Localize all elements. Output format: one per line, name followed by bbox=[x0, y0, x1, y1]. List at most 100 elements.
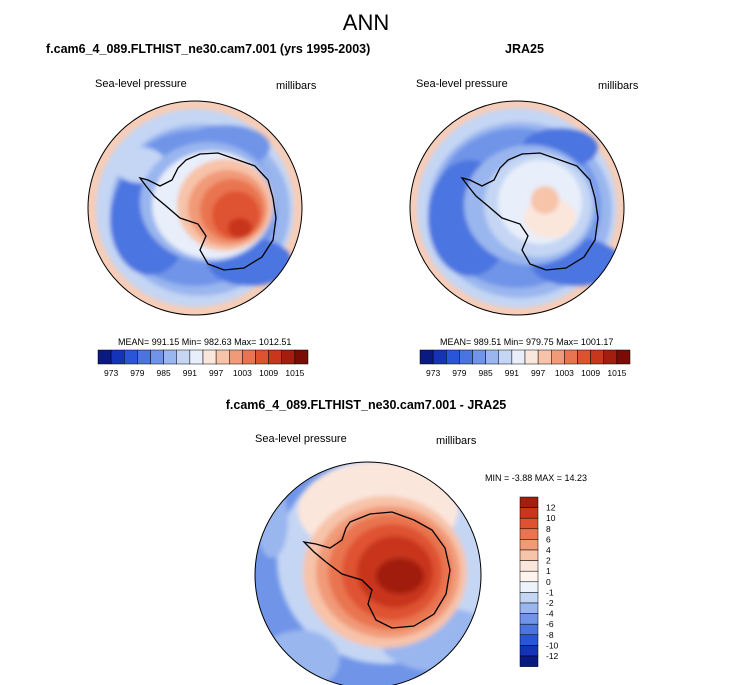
colorbar2-swatch-15 bbox=[616, 349, 631, 365]
panel1-units-label: millibars bbox=[276, 80, 317, 92]
panel2-units-label: millibars bbox=[598, 80, 639, 92]
colorbar3-swatch-8 bbox=[519, 581, 539, 593]
colorbar2-tick-label: 997 bbox=[531, 368, 545, 378]
colorbar3-tick-label: 10 bbox=[546, 513, 556, 523]
colorbar2-swatch-0 bbox=[419, 349, 434, 365]
colorbar2-swatch-12 bbox=[577, 349, 591, 365]
colorbar1-tick-label: 979 bbox=[130, 368, 144, 378]
colorbar3-swatch-6 bbox=[519, 560, 539, 572]
colorbar3-tick-label: -4 bbox=[546, 609, 554, 619]
colorbar3-tick-label: -12 bbox=[546, 651, 559, 661]
panel3-variable-label: Sea-level pressure bbox=[255, 433, 347, 445]
colorbar2-tick-label: 991 bbox=[505, 368, 519, 378]
colorbar2-swatch-13 bbox=[590, 349, 604, 365]
colorbar3-tick-label: 2 bbox=[546, 556, 551, 566]
colorbar2-swatch-2 bbox=[446, 349, 460, 365]
colorbar2-swatch-10 bbox=[551, 349, 565, 365]
colorbar1-tick-label: 985 bbox=[157, 368, 171, 378]
colorbar1-tick-label: 1009 bbox=[259, 368, 278, 378]
colorbar1-tick-label: 991 bbox=[183, 368, 197, 378]
colorbar3-swatch-10 bbox=[519, 602, 539, 614]
colorbar1-swatch-0 bbox=[97, 349, 112, 365]
colorbar2-swatch-5 bbox=[485, 349, 499, 365]
colorbar2-swatch-4 bbox=[472, 349, 486, 365]
colorbar3-tick-label: -1 bbox=[546, 587, 554, 597]
map3-coastline bbox=[302, 511, 451, 629]
colorbar2-tick-label: 1015 bbox=[607, 368, 626, 378]
colorbar1-swatch-15 bbox=[294, 349, 309, 365]
colorbar1-swatch-3 bbox=[137, 349, 151, 365]
colorbar1-swatch-12 bbox=[255, 349, 269, 365]
colorbar2-swatch-8 bbox=[524, 349, 539, 365]
map1-field bbox=[88, 101, 302, 315]
colorbar2-tick-label: 979 bbox=[452, 368, 466, 378]
colorbar1-swatch-11 bbox=[242, 349, 256, 365]
colorbar3-swatch-11 bbox=[519, 613, 539, 625]
colorbar2-swatch-9 bbox=[537, 349, 552, 365]
colorbar2-tick-label: 973 bbox=[426, 368, 440, 378]
colorbar2-swatch-14 bbox=[603, 349, 618, 365]
colorbar3-tick-label: -10 bbox=[546, 640, 559, 650]
colorbar1-swatch-1 bbox=[110, 349, 125, 365]
colorbar3-swatch-7 bbox=[519, 570, 539, 583]
colorbar1-tick-label: 1003 bbox=[233, 368, 252, 378]
colorbar3-tick-label: 0 bbox=[546, 577, 551, 587]
colorbar1-swatch-9 bbox=[215, 349, 230, 365]
colorbar1-swatch-10 bbox=[229, 349, 243, 365]
colorbar1-swatch-14 bbox=[281, 349, 296, 365]
panel2-variable-label: Sea-level pressure bbox=[416, 78, 508, 90]
colorbar1-swatch-2 bbox=[124, 349, 138, 365]
colorbar1-swatch-7 bbox=[189, 349, 204, 365]
colorbar3-swatch-1 bbox=[519, 507, 539, 519]
colorbar3-swatch-2 bbox=[519, 517, 539, 530]
colorbar-panel2: 973 979 985 991 997 1003 1009 1015 bbox=[419, 349, 631, 378]
colorbar3-swatch-9 bbox=[519, 592, 539, 604]
colorbar1-tick-label: 997 bbox=[209, 368, 223, 378]
colorbar1-tick-label: 1015 bbox=[285, 368, 304, 378]
colorbar2-swatch-1 bbox=[432, 349, 447, 365]
colorbar2-swatch-7 bbox=[511, 349, 526, 365]
map2-coastline bbox=[460, 152, 599, 271]
colorbar3-tick-label: 1 bbox=[546, 566, 551, 576]
panel3-stats: MIN = -3.88 MAX = 14.23 bbox=[485, 473, 588, 483]
colorbar3-swatch-14 bbox=[519, 645, 539, 657]
map3-field bbox=[255, 462, 481, 685]
colorbar3-tick-label: -2 bbox=[546, 598, 554, 608]
panel2-title: JRA25 bbox=[505, 42, 544, 56]
colorbar2-swatch-11 bbox=[564, 349, 578, 365]
figure-title: ANN bbox=[342, 10, 390, 35]
colorbar3-tick-label: 12 bbox=[546, 503, 556, 513]
colorbar3-swatch-15 bbox=[519, 655, 539, 667]
colorbar3-swatch-13 bbox=[519, 634, 539, 646]
colorbar1-tick-label: 973 bbox=[104, 368, 118, 378]
colorbar1-swatch-13 bbox=[268, 349, 282, 365]
colorbar1-swatch-8 bbox=[202, 349, 217, 365]
colorbar3-tick-label: 8 bbox=[546, 524, 551, 534]
panel1-variable-label: Sea-level pressure bbox=[95, 78, 187, 90]
colorbar3-swatch-0 bbox=[519, 496, 539, 508]
colorbar3-tick-label: -8 bbox=[546, 630, 554, 640]
panel3-units-label: millibars bbox=[436, 435, 477, 447]
colorbar3-swatch-4 bbox=[519, 539, 539, 551]
colorbar2-swatch-6 bbox=[498, 349, 513, 365]
colorbar2-swatch-3 bbox=[459, 349, 473, 365]
panel1-stats: MEAN= 991.15 Min= 982.63 Max= 1012.51 bbox=[118, 337, 292, 347]
colorbar1-swatch-5 bbox=[163, 349, 177, 365]
panel3-title: f.cam6_4_089.FLTHIST_ne30.cam7.001 - JRA… bbox=[225, 398, 507, 412]
colorbar1-swatch-4 bbox=[150, 349, 164, 365]
colorbar2-tick-label: 1009 bbox=[581, 368, 600, 378]
panel1-title: f.cam6_4_089.FLTHIST_ne30.cam7.001 (yrs … bbox=[46, 42, 371, 56]
colorbar3-swatch-12 bbox=[519, 623, 539, 636]
colorbar3-swatch-3 bbox=[519, 528, 539, 540]
colorbar3-swatch-5 bbox=[519, 549, 539, 561]
map1-coastline bbox=[138, 152, 277, 271]
colorbar3-tick-label: 6 bbox=[546, 534, 551, 544]
colorbar-panel1: 973 979 985 991 997 1003 1009 1015 bbox=[97, 349, 309, 378]
colorbar3-tick-label: 4 bbox=[546, 545, 551, 555]
panel2-stats: MEAN= 989.51 Min= 979.75 Max= 1001.17 bbox=[440, 337, 614, 347]
colorbar1-swatch-6 bbox=[176, 349, 191, 365]
